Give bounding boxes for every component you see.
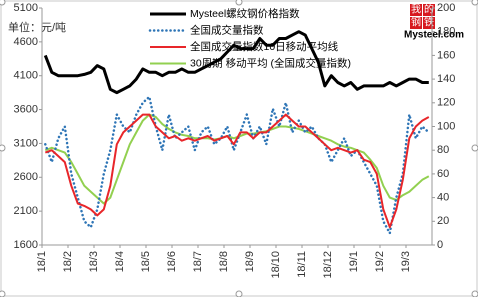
y-tick-label: 2600 <box>14 171 38 183</box>
x-tick-label: 18/12 <box>322 251 334 279</box>
x-tick-label: 18/7 <box>192 251 204 272</box>
legend-label: 全国成交量指数 <box>190 23 264 36</box>
x-tick-label: 18/9 <box>244 251 256 272</box>
legend-label: 30周期 移动平均 (全国成交量指数) <box>190 56 351 69</box>
x-tick-label: 18/1 <box>36 251 48 272</box>
x-tick-label: 18/2 <box>62 251 74 272</box>
legend-label: Mysteel螺纹钢价格指数 <box>190 7 300 20</box>
logo-char: 的 <box>424 3 434 16</box>
y-tick-label: 3600 <box>14 103 38 115</box>
y2-tick-label: 60 <box>437 168 449 180</box>
y2-tick-label: 20 <box>437 215 449 227</box>
y-tick-label: 3100 <box>14 137 38 149</box>
x-tick-label: 18/4 <box>114 251 126 272</box>
logo-char: 钢 <box>411 16 421 29</box>
x-tick-label: 19/2 <box>374 251 386 272</box>
line-series <box>43 30 429 95</box>
line-series <box>44 113 430 229</box>
x-tick-label: 18/8 <box>218 251 230 272</box>
legend-label: 全国成交量指数10日移动平均线 <box>190 40 339 53</box>
logo: 我 的 钢 铁 Mysteel.com <box>404 3 464 41</box>
y-tick-label: 4100 <box>14 70 38 82</box>
x-tick-label: 18/3 <box>88 251 100 272</box>
y2-tick-label: 0 <box>437 239 443 251</box>
line-series <box>44 95 431 235</box>
logo-char: 铁 <box>424 16 434 29</box>
x-tick-label: 18/5 <box>140 251 152 272</box>
y2-tick-label: 120 <box>437 97 455 109</box>
y2-tick-label: 40 <box>437 192 449 204</box>
y2-tick-label: 200 <box>437 2 455 14</box>
x-tick-label: 19/1 <box>348 251 360 272</box>
y2-tick-label: 140 <box>437 73 455 85</box>
y2-tick-label: 80 <box>437 144 449 156</box>
y-tick-label: 1600 <box>14 239 38 251</box>
unit-label: 单位：元/吨 <box>8 20 66 34</box>
x-tick-label: 19/3 <box>400 251 412 272</box>
x-tick-label: 18/11 <box>296 251 308 278</box>
y-tick-label: 4600 <box>14 36 38 48</box>
y2-tick-label: 100 <box>437 120 455 132</box>
x-tick-label: 18/10 <box>270 251 282 279</box>
y-tick-label: 2100 <box>14 205 38 217</box>
logo-text: Mysteel.com <box>404 30 464 41</box>
y-tick-label: 5100 <box>14 2 38 14</box>
logo-char: 我 <box>411 4 421 16</box>
y2-tick-label: 160 <box>437 49 455 61</box>
x-tick-label: 18/6 <box>166 251 178 272</box>
y2-tick-label: 180 <box>437 26 455 38</box>
